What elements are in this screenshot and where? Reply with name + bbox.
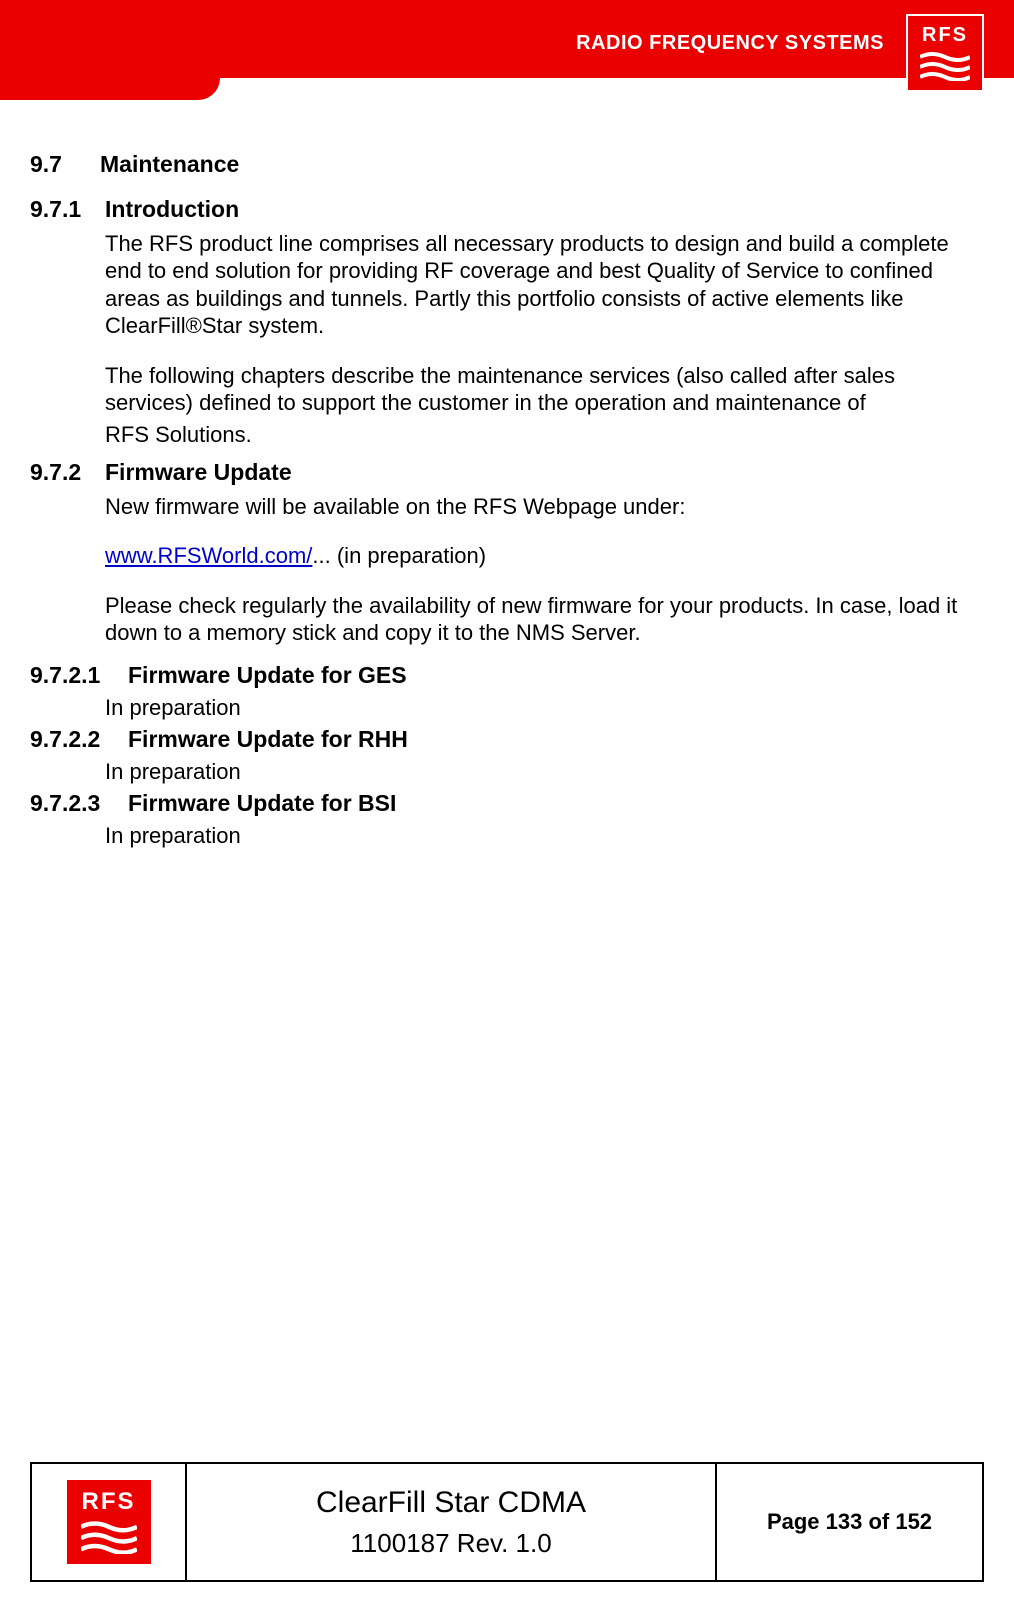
- waves-icon: [920, 51, 970, 81]
- footer-doc-title: ClearFill Star CDMA: [316, 1486, 586, 1520]
- footer-page-cell: Page 133 of 152: [717, 1464, 982, 1580]
- section-title: Maintenance: [100, 151, 239, 177]
- subsection-heading: 9.7.1Introduction: [30, 195, 984, 224]
- company-name: RADIO FREQUENCY SYSTEMS: [576, 32, 884, 55]
- header-logo-text: RFS: [922, 25, 968, 45]
- body-text: The following chapters describe the main…: [105, 362, 984, 417]
- footer-revision: 1100187 Rev. 1.0: [350, 1528, 551, 1559]
- footer-logo-text: RFS: [82, 1490, 136, 1514]
- body-text: New firmware will be available on the RF…: [105, 493, 984, 521]
- subsection-title: Firmware Update: [105, 459, 292, 485]
- body-text: In preparation: [105, 694, 984, 722]
- subsection-number: 9.7.1: [30, 195, 105, 224]
- page-content: 9.7Maintenance 9.7.1Introduction The RFS…: [0, 100, 1014, 1462]
- header-logo: RFS: [906, 14, 984, 92]
- subsection-title: Introduction: [105, 196, 239, 222]
- body-text: In preparation: [105, 822, 984, 850]
- subsection-heading: 9.7.2Firmware Update: [30, 458, 984, 487]
- subsubsection-number: 9.7.2.3: [30, 789, 128, 818]
- subsubsection-heading: 9.7.2.3Firmware Update for BSI: [30, 789, 984, 818]
- document-page: RADIO FREQUENCY SYSTEMS RFS 9.7Maintenan…: [0, 0, 1014, 1610]
- page-header: RADIO FREQUENCY SYSTEMS RFS: [0, 0, 1014, 100]
- footer-logo: RFS: [65, 1478, 153, 1566]
- body-text: Please check regularly the availability …: [105, 592, 984, 647]
- section-number: 9.7: [30, 150, 100, 179]
- subsubsection-title: Firmware Update for BSI: [128, 790, 396, 816]
- section-heading: 9.7Maintenance: [30, 150, 984, 179]
- subsubsection-title: Firmware Update for RHH: [128, 726, 408, 752]
- subsection-number: 9.7.2: [30, 458, 105, 487]
- subsubsection-heading: 9.7.2.1Firmware Update for GES: [30, 661, 984, 690]
- page-footer: RFS ClearFill Star CDMA 1100187 Rev. 1.0…: [30, 1462, 984, 1582]
- subsubsection-title: Firmware Update for GES: [128, 662, 407, 688]
- waves-icon: [81, 1520, 137, 1554]
- body-text: RFS Solutions.: [105, 421, 984, 449]
- footer-logo-cell: RFS: [32, 1464, 187, 1580]
- body-text: In preparation: [105, 758, 984, 786]
- subsubsection-heading: 9.7.2.2Firmware Update for RHH: [30, 725, 984, 754]
- subsubsection-number: 9.7.2.2: [30, 725, 128, 754]
- footer-title-cell: ClearFill Star CDMA 1100187 Rev. 1.0: [187, 1464, 717, 1580]
- firmware-link[interactable]: www.RFSWorld.com/: [105, 543, 312, 568]
- subsubsection-number: 9.7.2.1: [30, 661, 128, 690]
- body-text: The RFS product line comprises all neces…: [105, 230, 984, 340]
- page-number: Page 133 of 152: [767, 1509, 932, 1535]
- link-suffix: ... (in preparation): [312, 543, 486, 568]
- body-text: www.RFSWorld.com/... (in preparation): [105, 542, 984, 570]
